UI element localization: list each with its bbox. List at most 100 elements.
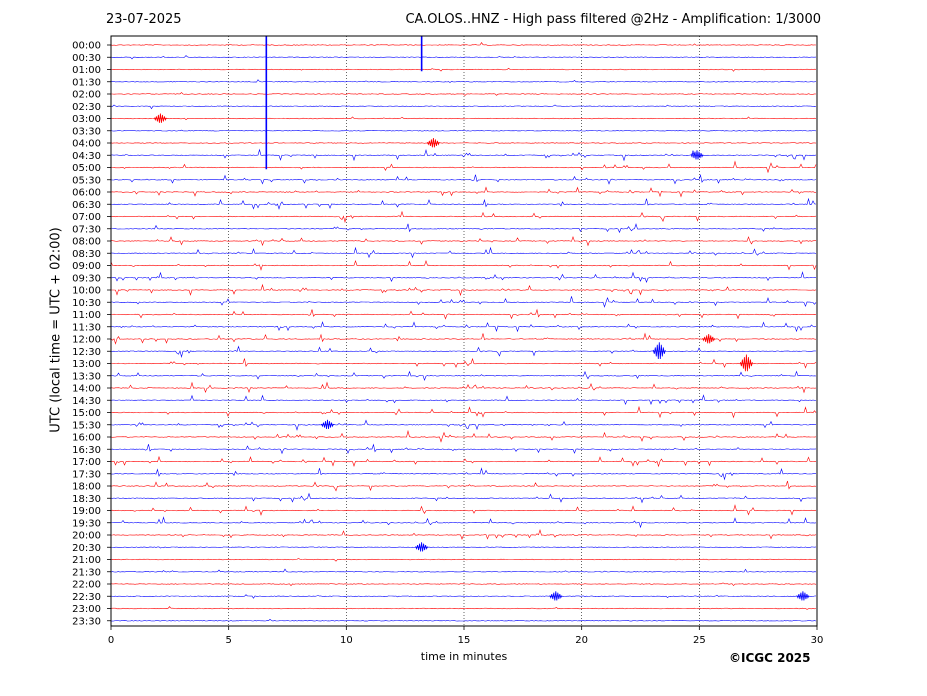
y-tick-label: 22:30 <box>72 592 101 603</box>
y-tick-label: 17:00 <box>72 457 101 468</box>
y-tick-label: 20:30 <box>72 543 101 554</box>
trace-0000 <box>110 42 817 47</box>
y-tick-label: 23:00 <box>72 604 101 615</box>
plot-frame <box>110 35 818 627</box>
y-tick-label: 06:30 <box>72 200 101 211</box>
trace-0230 <box>110 104 817 110</box>
event-burst <box>549 591 563 601</box>
trace-1800 <box>110 480 817 492</box>
y-tick-label: 00:30 <box>72 53 101 64</box>
event-burst <box>740 354 753 372</box>
trace-1130 <box>110 321 817 333</box>
trace-1030 <box>110 296 817 308</box>
event-burst <box>652 342 666 360</box>
chart-title: CA.OLOS..HNZ - High pass filtered @2Hz -… <box>405 12 821 27</box>
trace-0600 <box>110 186 816 198</box>
y-tick-label: 04:00 <box>72 139 101 150</box>
x-tick-label: 5 <box>225 635 231 646</box>
y-tick-label: 05:00 <box>72 163 101 174</box>
trace-1730 <box>110 467 816 481</box>
y-tick-label: 07:00 <box>72 212 101 223</box>
trace-0730 <box>110 223 817 234</box>
x-tick-label: 25 <box>693 635 706 646</box>
y-tick-label: 17:30 <box>72 469 101 480</box>
trace-2230 <box>110 594 817 599</box>
trace-1630 <box>110 443 817 455</box>
event-burst <box>427 137 440 148</box>
event-burst <box>702 333 716 344</box>
y-tick-label: 01:30 <box>72 77 101 88</box>
trace-0430 <box>110 148 817 162</box>
x-axis: 0 5 10 15 20 25 30 <box>108 626 824 646</box>
event-burst <box>154 113 167 123</box>
y-tick-label: 07:30 <box>72 224 101 235</box>
trace-0100 <box>110 67 817 72</box>
y-tick-label: 11:00 <box>72 310 101 321</box>
x-tick-label: 15 <box>458 635 471 646</box>
y-tick-label: 06:00 <box>72 188 101 199</box>
y-tick-label: 09:30 <box>72 273 101 284</box>
trace-0130 <box>110 79 817 83</box>
y-tick-label: 03:00 <box>72 114 101 125</box>
y-tick-label: 03:30 <box>72 126 101 137</box>
trace-0330 <box>110 129 817 132</box>
trace-2200 <box>110 582 817 587</box>
x-tick-label: 20 <box>575 635 588 646</box>
y-tick-label: 10:00 <box>72 286 101 297</box>
trace-0030 <box>110 55 817 60</box>
trace-1900 <box>110 504 817 516</box>
trace-1930 <box>110 516 817 529</box>
event-burst <box>690 150 704 160</box>
y-tick-label: 18:00 <box>72 482 101 493</box>
y-tick-label: 12:00 <box>72 335 101 346</box>
trace-1230 <box>110 345 817 358</box>
copyright-label: ©ICGC 2025 <box>729 651 811 665</box>
y-tick-label: 02:00 <box>72 90 101 101</box>
y-tick-label: 20:00 <box>72 531 101 542</box>
trace-1400 <box>110 381 817 394</box>
y-tick-label: 04:30 <box>72 151 101 162</box>
y-tick-label: 13:30 <box>72 371 101 382</box>
trace-0930 <box>110 271 817 283</box>
y-tick-label: 19:30 <box>72 518 101 529</box>
trace-1430 <box>110 394 817 406</box>
trace-1830 <box>110 492 816 504</box>
event-layer <box>154 36 810 601</box>
y-tick-label: 21:00 <box>72 555 101 566</box>
y-tick-label: 09:00 <box>72 261 101 272</box>
trace-1330 <box>110 370 817 382</box>
event-burst <box>796 591 810 601</box>
x-tick-label: 30 <box>811 635 824 646</box>
trace-0400 <box>110 142 817 144</box>
y-tick-label: 16:00 <box>72 433 101 444</box>
y-tick-label: 15:00 <box>72 408 101 419</box>
y-tick-label: 01:00 <box>72 65 101 76</box>
y-tick-label: 10:30 <box>72 298 101 309</box>
y-tick-label: 21:30 <box>72 567 101 578</box>
y-tick-label: 08:00 <box>72 237 101 248</box>
y-tick-label: 05:30 <box>72 175 101 186</box>
y-tick-label: 16:30 <box>72 445 101 456</box>
trace-0900 <box>110 259 817 271</box>
trace-2130 <box>110 568 817 573</box>
trace-2100 <box>110 557 816 562</box>
trace-2000 <box>110 528 817 540</box>
trace-0830 <box>110 246 817 259</box>
trace-0800 <box>110 235 816 247</box>
trace-0630 <box>110 197 817 210</box>
y-tick-label: 08:30 <box>72 249 101 260</box>
trace-1100 <box>110 308 817 320</box>
y-tick-label: 18:30 <box>72 494 101 505</box>
y-tick-label: 00:00 <box>72 41 101 52</box>
y-tick-label: 14:00 <box>72 384 101 395</box>
trace-0300 <box>110 116 817 121</box>
trace-0500 <box>110 160 817 174</box>
y-tick-label: 02:30 <box>72 102 101 113</box>
x-axis-label: time in minutes <box>420 650 508 663</box>
y-tick-label: 19:00 <box>72 506 101 517</box>
trace-2330 <box>110 618 817 622</box>
event-burst <box>321 419 334 430</box>
trace-2030 <box>110 546 817 549</box>
